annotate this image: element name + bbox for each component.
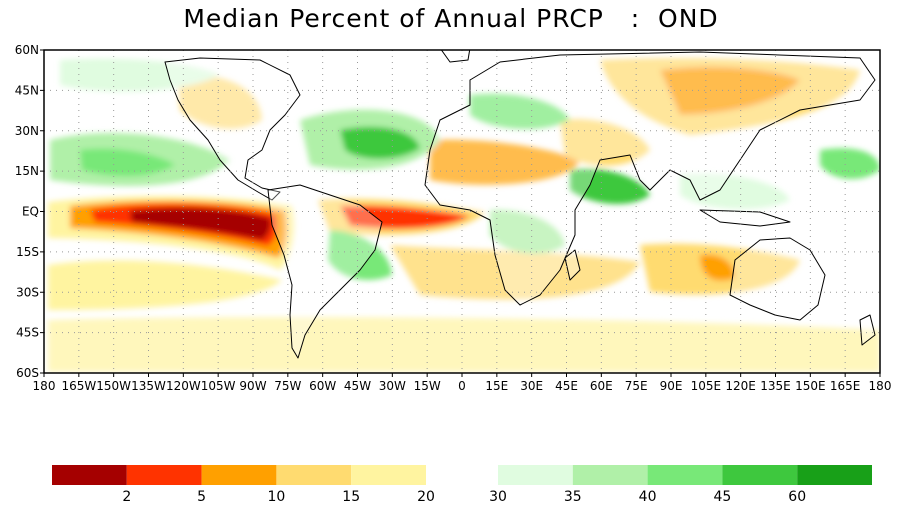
colorbar-swatch-dry — [52, 465, 127, 485]
lon-label: 150W — [96, 379, 131, 393]
lon-label: 180 — [33, 379, 56, 393]
colorbar-label: 2 — [122, 489, 131, 505]
mideast-dry — [560, 119, 650, 166]
lat-label: 60N — [15, 43, 39, 57]
asia-dry-core — [660, 66, 800, 115]
lon-label: 60W — [309, 379, 336, 393]
maritime-wet — [680, 173, 790, 210]
africa-europe-asia — [424, 51, 876, 306]
lon-label: 165W — [61, 379, 96, 393]
greenland — [440, 50, 471, 63]
lon-label: 120W — [166, 379, 201, 393]
lon-label: 165E — [830, 379, 861, 393]
colorbar-swatch-dry — [351, 465, 426, 485]
lat-label: 30S — [16, 285, 39, 299]
lat-label: EQ — [22, 205, 39, 219]
australia-dry-core — [700, 254, 735, 281]
lon-label: 15W — [414, 379, 441, 393]
africa-wet — [490, 209, 565, 254]
colorbar-swatch-wet — [647, 465, 723, 485]
lon-label: 135E — [760, 379, 791, 393]
colorbar-swatch-wet — [797, 465, 872, 485]
pacific-wet-core — [80, 148, 175, 177]
colorbar-label: 10 — [267, 489, 285, 505]
lat-label: 60S — [16, 366, 39, 380]
latitude-axis: 60N 45N 30N 15N EQ 15S 30S 45S 60S — [15, 43, 44, 380]
colorbar-swatch-dry — [126, 465, 202, 485]
colorbar-label: 35 — [564, 489, 582, 505]
colorbar-label: 45 — [713, 489, 731, 505]
brazil-wet — [328, 230, 392, 280]
lon-label: 30W — [379, 379, 406, 393]
lon-label: 135W — [131, 379, 166, 393]
coastlines — [164, 50, 876, 359]
lon-label: 15E — [485, 379, 508, 393]
lat-label: 45S — [16, 326, 39, 340]
usa-dry — [178, 74, 262, 129]
colorbar: 2 5 10 15 20 30 35 40 45 60 — [52, 465, 872, 505]
colorbar-swatch-dry — [201, 465, 277, 485]
indian-wet — [570, 168, 650, 205]
colorbar-label: 60 — [788, 489, 806, 505]
lat-label: 15N — [15, 164, 39, 178]
lon-label: 105W — [201, 379, 236, 393]
lon-label: 75E — [625, 379, 648, 393]
lon-label: 150E — [795, 379, 826, 393]
longitude-axis: 180 165W 150W 135W 120W 105W 90W 75W 60W 45W 30W 15… — [33, 373, 892, 393]
lat-label: 45N — [15, 83, 39, 97]
colorbar-label: 15 — [342, 489, 360, 505]
south-pacific-dry — [48, 260, 282, 310]
map-title: Median Percent of Annual PRCP : OND — [183, 4, 719, 33]
map-frame — [43, 49, 881, 374]
lon-label: 120E — [725, 379, 756, 393]
colorbar-swatch-wet — [722, 465, 798, 485]
colorbar-label: 40 — [639, 489, 657, 505]
lon-label: 45E — [555, 379, 578, 393]
lon-label: 30E — [520, 379, 543, 393]
colorbar-swatch-wet — [572, 465, 648, 485]
grid-lines — [44, 50, 880, 373]
colorbar-swatch-wet — [498, 465, 573, 485]
lon-label: 90W — [239, 379, 266, 393]
mediterranean-wet — [470, 93, 570, 130]
pacific-dry-core — [130, 207, 271, 240]
lon-label: 45W — [344, 379, 371, 393]
precip-shading — [48, 58, 880, 372]
lon-label: 60E — [590, 379, 613, 393]
atlantic-dry-red — [340, 205, 470, 229]
north-america — [164, 57, 301, 201]
lat-label: 30N — [15, 124, 39, 138]
lon-label: 180 — [869, 379, 892, 393]
colorbar-label: 30 — [489, 489, 507, 505]
colorbar-swatch-dry — [276, 465, 352, 485]
colorbar-label: 5 — [197, 489, 206, 505]
south-ocean-dry — [48, 317, 880, 372]
madagascar — [564, 249, 581, 281]
lat-label: 15S — [16, 245, 39, 259]
lon-label: 0 — [458, 379, 466, 393]
siberia-wet — [820, 148, 880, 180]
north-pacific-wet — [60, 58, 220, 92]
australia — [729, 237, 826, 321]
sahel-dry — [430, 139, 580, 185]
colorbar-label: 20 — [417, 489, 435, 505]
lon-label: 105E — [691, 379, 722, 393]
lon-label: 90E — [660, 379, 683, 393]
new-zealand — [859, 314, 876, 346]
atlantic-wet-core — [340, 126, 420, 159]
lon-label: 75W — [274, 379, 301, 393]
south-america — [267, 184, 383, 359]
